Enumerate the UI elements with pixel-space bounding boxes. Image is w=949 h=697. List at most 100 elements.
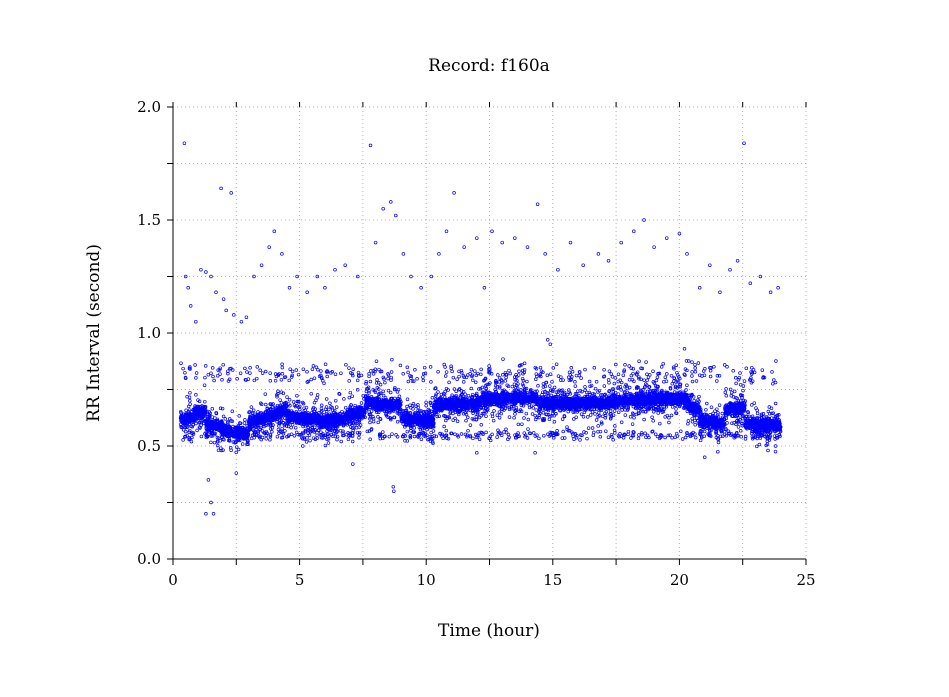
- data-point: [201, 417, 205, 422]
- data-point: [193, 411, 198, 415]
- data-point: [181, 418, 185, 423]
- data-point: [237, 414, 241, 418]
- data-point: [179, 418, 183, 423]
- data-point: [230, 419, 235, 424]
- data-point: [215, 426, 220, 430]
- data-point: [209, 434, 214, 438]
- data-point: [179, 361, 183, 365]
- data-point: [186, 404, 191, 409]
- data-point: [184, 408, 188, 413]
- data-point: [240, 442, 245, 446]
- data-point: [195, 428, 199, 433]
- data-point: [226, 421, 230, 425]
- data-point: [231, 440, 236, 444]
- data-point: [183, 420, 187, 425]
- data-point: [207, 425, 211, 429]
- data-point: [185, 433, 189, 438]
- data-point: [187, 395, 192, 400]
- data-point: [223, 417, 228, 421]
- data-point: [236, 424, 240, 428]
- data-point: [187, 366, 192, 370]
- data-point: [183, 412, 188, 417]
- data-point: [198, 413, 202, 418]
- data-point: [194, 393, 198, 397]
- data-point: [192, 414, 197, 418]
- data-point: [243, 366, 247, 371]
- data-point: [205, 410, 209, 414]
- data-point: [218, 372, 222, 376]
- data-point: [206, 372, 211, 377]
- data-point: [192, 419, 196, 423]
- data-point: [192, 416, 196, 420]
- data-point: [199, 434, 204, 439]
- data-point: [179, 415, 183, 419]
- data-point: [179, 416, 183, 421]
- data-point: [187, 419, 192, 424]
- data-point: [212, 419, 216, 423]
- data-point: [188, 390, 192, 395]
- data-point: [216, 368, 220, 372]
- data-point: [216, 373, 220, 378]
- data-point: [229, 448, 233, 452]
- data-point: [210, 423, 215, 428]
- data-point: [245, 442, 249, 447]
- data-point: [228, 446, 233, 450]
- data-point: [209, 440, 213, 445]
- data-point: [181, 438, 185, 442]
- data-point: [234, 450, 238, 455]
- data-point: [189, 424, 193, 429]
- data-point: [243, 418, 247, 422]
- data-point: [220, 406, 225, 411]
- data-point: [212, 378, 216, 383]
- data-point: [203, 364, 208, 368]
- data-point: [204, 435, 209, 440]
- data-point: [221, 448, 225, 452]
- data-point: [205, 419, 209, 424]
- data-point: [181, 366, 185, 371]
- data-point: [183, 429, 188, 434]
- data-point: [207, 413, 211, 417]
- data-point: [219, 448, 224, 453]
- data-point: [188, 428, 192, 433]
- data-point: [215, 438, 220, 443]
- data-point: [236, 447, 241, 452]
- data-point: [210, 366, 215, 370]
- data-point: [200, 411, 205, 415]
- data-point: [193, 363, 197, 367]
- data-point: [181, 428, 186, 432]
- data-point: [191, 432, 196, 436]
- data-point: [245, 370, 249, 374]
- data-point: [179, 411, 183, 415]
- data-point: [203, 375, 207, 380]
- data-point: [212, 431, 217, 436]
- data-point: [238, 371, 243, 375]
- data-point: [215, 435, 220, 440]
- data-point: [209, 371, 213, 375]
- data-point: [179, 425, 184, 430]
- data-point: [189, 439, 194, 444]
- data-point: [188, 399, 192, 403]
- data-point: [198, 426, 202, 430]
- data-point: [207, 421, 212, 426]
- data-point: [214, 421, 219, 426]
- data-point: [212, 440, 217, 445]
- data-point: [207, 417, 212, 422]
- data-point: [203, 399, 207, 404]
- data-point: [220, 378, 224, 382]
- data-point: [187, 430, 191, 434]
- data-point: [198, 404, 202, 409]
- data-point: [211, 432, 215, 436]
- data-point: [217, 368, 222, 372]
- data-point: [188, 437, 192, 441]
- data-point: [211, 374, 215, 379]
- data-point: [183, 370, 187, 375]
- data-point: [218, 366, 222, 370]
- data-point: [195, 416, 200, 421]
- data-point: [234, 445, 239, 449]
- data-point: [221, 362, 225, 367]
- data-point: [214, 411, 219, 416]
- data-point: [235, 377, 239, 381]
- data-point: [200, 406, 205, 411]
- data-point: [228, 366, 232, 371]
